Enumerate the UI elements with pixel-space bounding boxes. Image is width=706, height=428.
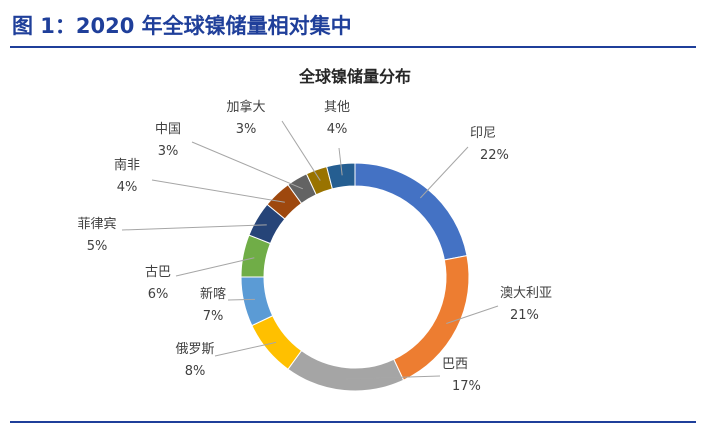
- slice-name-label-1: 澳大利亚: [500, 285, 552, 301]
- leader-line-9: [281, 120, 321, 181]
- slice-name-label-8: 中国: [155, 122, 181, 137]
- slices-group: [240, 162, 470, 392]
- leader-line-3: [214, 341, 277, 357]
- chart-title: 全球镍储量分布: [298, 67, 411, 86]
- slice-name-label-5: 古巴: [145, 265, 171, 280]
- bottom-rule: [10, 421, 696, 423]
- leader-lines-group: [121, 120, 499, 380]
- leader-line-6: [121, 224, 267, 231]
- top-rule: [10, 46, 696, 48]
- slice-value-label-8: 3%: [158, 144, 179, 159]
- leader-line-4: [227, 298, 255, 301]
- leader-line-8: [191, 141, 304, 190]
- slice-10: [326, 162, 356, 190]
- slice-name-label-10: 其他: [324, 100, 350, 115]
- slice-name-label-2: 巴西: [442, 357, 468, 372]
- slice-4: [240, 276, 274, 327]
- slice-value-label-5: 6%: [148, 287, 169, 302]
- slice-name-label-3: 俄罗斯: [175, 342, 214, 357]
- leader-line-1: [446, 305, 499, 325]
- slice-0: [354, 162, 468, 261]
- slice-3: [251, 315, 303, 370]
- slice-value-label-7: 4%: [117, 180, 138, 195]
- slice-name-label-4: 新喀: [200, 286, 226, 302]
- leader-line-5: [175, 257, 255, 277]
- leader-line-2: [345, 375, 441, 380]
- slice-name-label-7: 南非: [114, 157, 140, 173]
- labels-group: 印尼 22% 澳大利亚 21% 巴西 17% 俄罗斯 8% 新喀 7% 古巴 6% 菲律宾 5% 南非 4% 中…: [77, 99, 552, 394]
- slice-value-label-4: 7%: [203, 309, 224, 324]
- slice-value-label-1: 21%: [510, 308, 539, 323]
- leader-line-7: [151, 179, 285, 203]
- slice-name-label-0: 印尼: [470, 126, 496, 141]
- slice-value-label-6: 5%: [87, 239, 108, 254]
- slice-name-label-9: 加拿大: [226, 99, 265, 115]
- slice-value-label-2: 17%: [452, 379, 481, 394]
- leader-line-0: [419, 146, 469, 199]
- slice-value-label-3: 8%: [185, 364, 206, 379]
- slice-name-label-6: 菲律宾: [77, 216, 116, 232]
- slice-2: [287, 349, 405, 392]
- leader-line-10: [338, 147, 343, 176]
- slice-value-label-0: 22%: [480, 148, 509, 163]
- slice-value-label-9: 3%: [236, 122, 257, 137]
- slice-value-label-10: 4%: [327, 122, 348, 137]
- figure-title: 图 1：2020 年全球镍储量相对集中: [12, 14, 352, 38]
